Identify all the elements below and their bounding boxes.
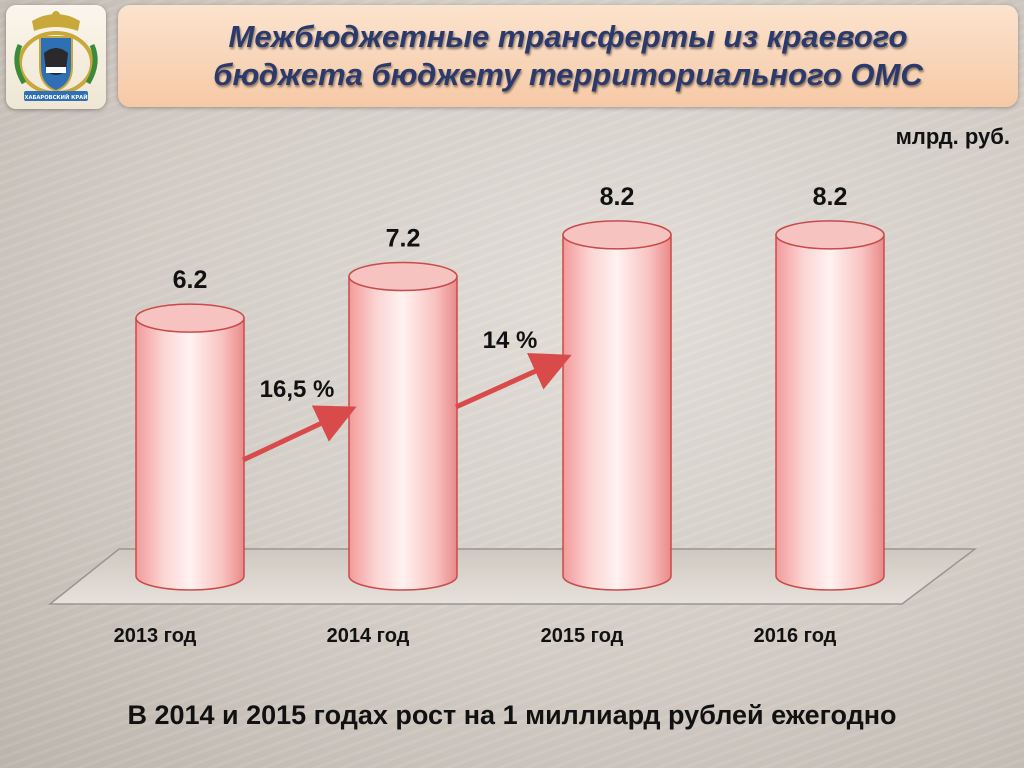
growth-percent-label: 16,5 % [260,376,335,403]
bar-2013 год [135,303,245,591]
page-title-line-2: бюджета бюджету территориального ОМС [213,57,923,92]
bar-2015 год [562,220,672,591]
bar-top [775,220,885,250]
page-title-line-1: Межбюджетные трансферты из краевого [228,19,908,54]
category-label: 2014 год [327,625,410,647]
chart-floor [47,548,978,605]
growth-arrow [241,405,357,463]
bar-body [775,234,885,591]
bar-body [348,275,458,591]
bar-2014 год [348,261,458,591]
bar-top [348,261,458,292]
bar-value-label: 8.2 [600,183,635,211]
bar-top [135,303,245,333]
category-label: 2013 год [114,625,197,647]
category-label: 2016 год [754,625,837,647]
growth-arrow [454,353,572,410]
bar-value-label: 6.2 [173,266,208,294]
title-banner: Межбюджетные трансферты из краевого бюдж… [118,5,1018,107]
bar-2016 год [775,220,885,591]
emblem-caption: ХАБАРОВСКИЙ КРАЙ [24,93,87,101]
bar-body [135,317,245,591]
unit-label: млрд. руб. [895,124,1010,149]
bar-value-label: 7.2 [386,224,421,252]
footer-summary: В 2014 и 2015 годах рост на 1 миллиард р… [127,700,897,730]
emblem-logo: ХАБАРОВСКИЙ КРАЙ [6,5,106,109]
bar-value-label: 8.2 [813,183,848,211]
bar-body [562,234,672,591]
category-label: 2015 год [541,625,624,647]
growth-percent-label: 14 % [483,327,538,354]
coat-of-arms-icon: ХАБАРОВСКИЙ КРАЙ [14,11,98,101]
bar-top [562,220,672,250]
